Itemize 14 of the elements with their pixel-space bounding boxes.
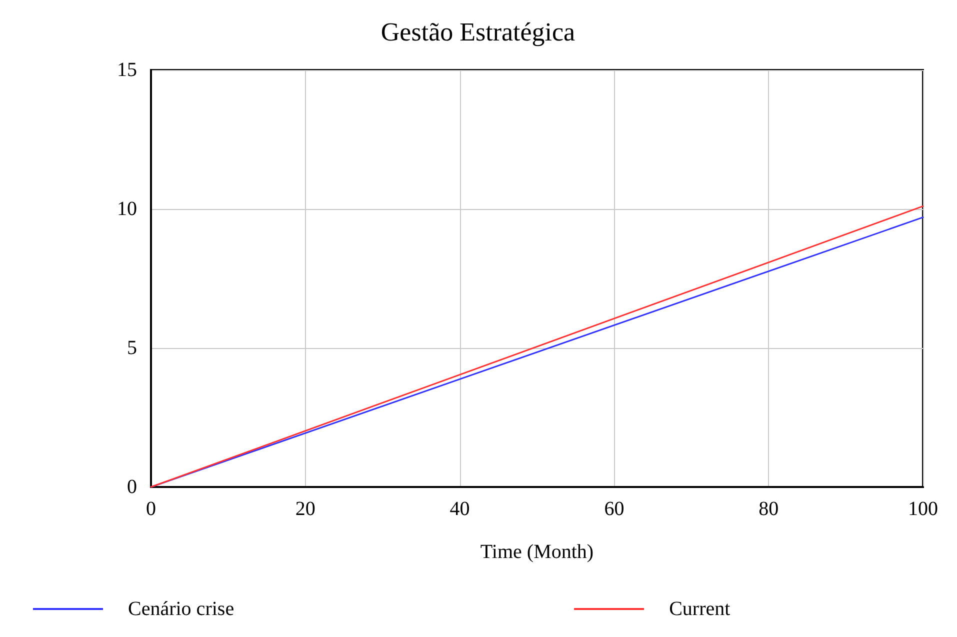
legend-label: Current — [669, 598, 731, 620]
x-tick-label: 80 — [758, 498, 779, 520]
chart-title: Gestão Estratégica — [380, 18, 576, 46]
x-tick-label: 60 — [604, 498, 624, 520]
x-tick-label: 0 — [146, 498, 156, 520]
x-tick-label: 100 — [908, 498, 938, 520]
legend-label: Cenário crise — [128, 598, 234, 620]
x-tick-label: 40 — [450, 498, 470, 520]
y-tick-label: 10 — [117, 198, 137, 220]
x-axis-title: Time (Month) — [480, 541, 594, 563]
y-tick-label: 0 — [127, 476, 137, 498]
y-tick-label: 5 — [127, 337, 137, 359]
y-tick-label: 15 — [117, 59, 137, 81]
x-tick-label: 20 — [295, 498, 316, 520]
